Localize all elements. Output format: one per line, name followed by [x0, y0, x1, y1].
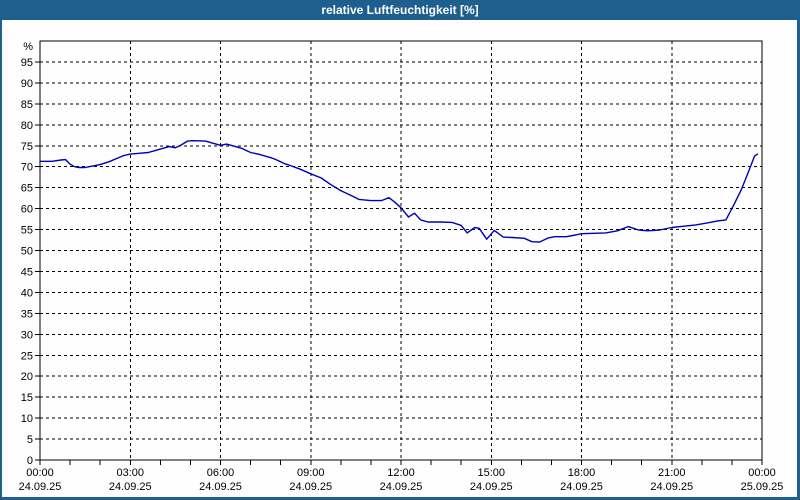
y-tick-label: 90: [21, 78, 33, 90]
y-tick-label: 30: [21, 329, 33, 341]
x-tick-date-label: 24.09.25: [19, 481, 62, 493]
x-tick-date-label: 24.09.25: [109, 481, 152, 493]
x-tick-date-label: 24.09.25: [650, 481, 693, 493]
x-tick-date-label: 24.09.25: [560, 481, 603, 493]
x-tick-time-label: 09:00: [297, 467, 325, 479]
x-tick-time-label: 06:00: [207, 467, 235, 479]
y-tick-label: 35: [21, 308, 33, 320]
x-tick-time-label: 12:00: [387, 467, 415, 479]
y-axis-labels: 0 5 10 15 20 25 30 35 40 45 50 55 60 65 70 75 80 85 90 95: [21, 57, 33, 467]
y-axis-ticks: [35, 61, 40, 461]
y-tick-label: 75: [21, 141, 33, 153]
y-tick-label: 50: [21, 246, 33, 258]
y-tick-label: 10: [21, 413, 33, 425]
x-tick-time-label: 15:00: [477, 467, 505, 479]
x-tick-date-label: 24.09.25: [289, 481, 332, 493]
y-tick-label: 15: [21, 392, 33, 404]
humidity-line: [39, 139, 759, 243]
y-tick-label: 0: [27, 455, 33, 467]
x-tick-date-label: 24.09.25: [199, 481, 242, 493]
y-tick-label: 25: [21, 350, 33, 362]
y-axis-unit-label: %: [23, 41, 33, 53]
x-tick-time-label: 00:00: [748, 467, 776, 479]
x-tick-time-label: 18:00: [568, 467, 596, 479]
y-tick-label: 55: [21, 225, 33, 237]
y-tick-label: 95: [21, 57, 33, 69]
window-title: relative Luftfeuchtigkeit [%]: [321, 3, 479, 17]
x-tick-time-label: 00:00: [26, 467, 54, 479]
x-tick-date-label: 24.09.25: [470, 481, 513, 493]
window-titlebar: relative Luftfeuchtigkeit [%]: [0, 0, 800, 20]
chart-background: [2, 20, 797, 497]
y-tick-label: 65: [21, 183, 33, 195]
y-tick-label: 20: [21, 371, 33, 383]
x-tick-date-label: 24.09.25: [380, 481, 423, 493]
y-tick-label: 40: [21, 287, 33, 299]
x-axis-ticks: [39, 460, 763, 465]
y-tick-label: 70: [21, 162, 33, 174]
grid-vertical: [129, 41, 673, 460]
x-tick-time-label: 21:00: [658, 467, 686, 479]
y-tick-label: 85: [21, 99, 33, 111]
x-axis-labels: 00:00 24.09.25 03:00 24.09.25 06:00 24.09.25 0…: [19, 467, 784, 493]
y-tick-label: 80: [21, 120, 33, 132]
x-tick-time-label: 03:00: [116, 467, 144, 479]
y-tick-label: 45: [21, 266, 33, 278]
x-tick-date-label: 25.09.25: [741, 481, 784, 493]
grid-horizontal: [40, 61, 762, 440]
y-tick-label: 5: [27, 434, 33, 446]
y-tick-label: 60: [21, 204, 33, 216]
